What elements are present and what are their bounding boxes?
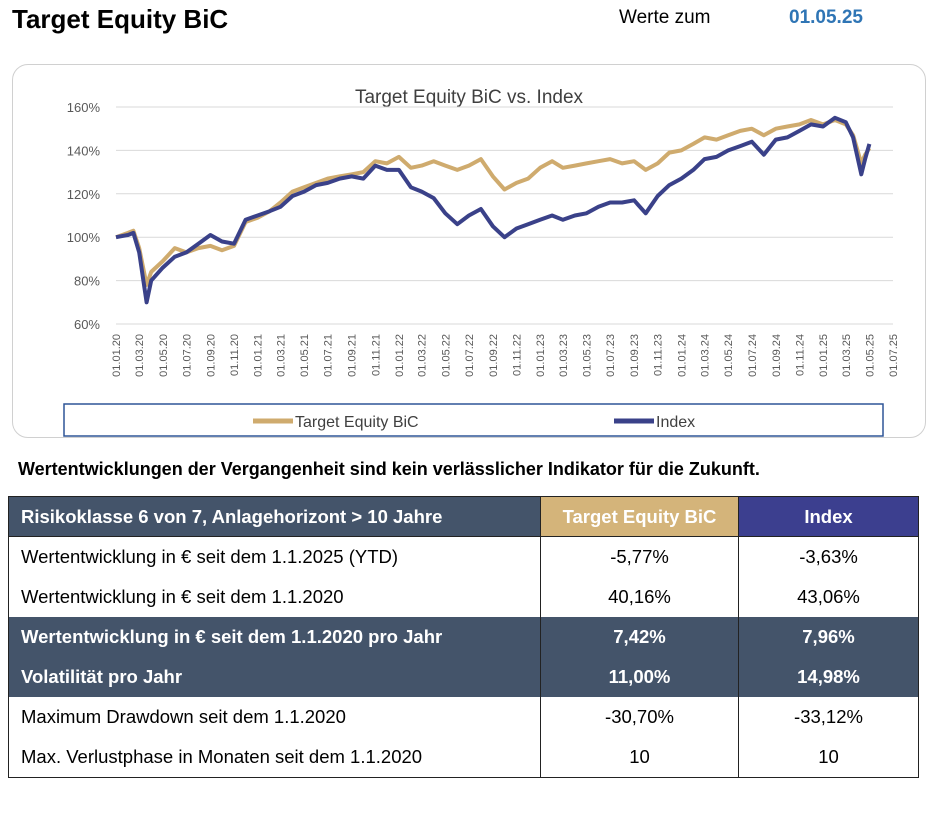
index-column-header: Index — [738, 496, 919, 537]
table-row: Maximum Drawdown seit dem 1.1.2020 -30,7… — [8, 697, 919, 737]
table-row: Max. Verlustphase in Monaten seit dem 1.… — [8, 737, 919, 778]
disclaimer: Wertentwicklungen der Vergangenheit sind… — [18, 459, 760, 479]
x-tick-label: 01.01.22 — [394, 334, 406, 377]
row-label: Maximum Drawdown seit dem 1.1.2020 — [8, 697, 541, 737]
fund-value: 11,00% — [540, 657, 739, 697]
values-as-of-date: 01.05.25 — [789, 7, 863, 28]
page-title: Target Equity BiC — [12, 4, 229, 34]
x-tick-label: 01.07.23 — [605, 334, 617, 377]
table-row: Wertentwicklung in € seit dem 1.1.2020 4… — [8, 577, 919, 617]
row-label: Max. Verlustphase in Monaten seit dem 1.… — [8, 737, 541, 778]
x-tick-label: 01.07.25 — [888, 334, 900, 377]
y-tick-label: 60% — [74, 317, 100, 332]
row-label: Wertentwicklung in € seit dem 1.1.2020 p… — [8, 617, 541, 657]
performance-table: Risikoklasse 6 von 7, Anlagehorizont > 1… — [8, 496, 919, 778]
x-tick-label: 01.03.21 — [275, 334, 287, 377]
legend-index-label: Index — [656, 414, 695, 431]
x-tick-label: 01.09.23 — [629, 334, 641, 377]
values-as-of-label: Werte zum — [619, 7, 711, 28]
x-tick-label: 01.11.21 — [370, 334, 382, 376]
y-tick-label: 100% — [67, 230, 101, 245]
x-tick-label: 01.09.20 — [205, 334, 217, 377]
table-row-highlight: Volatilität pro Jahr 11,00% 14,98% — [8, 657, 919, 697]
index-value: -3,63% — [738, 536, 919, 577]
x-tick-label: 01.03.22 — [417, 334, 429, 377]
x-tick-label: 01.05.23 — [582, 334, 594, 377]
x-tick-label: 01.07.21 — [323, 334, 335, 377]
chart-title: Target Equity BiC vs. Index — [355, 87, 584, 108]
index-series-line — [115, 115, 872, 305]
fund-value: -30,70% — [540, 697, 739, 737]
x-tick-label: 01.11.22 — [511, 334, 523, 376]
x-tick-label: 01.03.25 — [841, 334, 853, 377]
fund-series-line — [115, 118, 872, 287]
table-row: Wertentwicklung in € seit dem 1.1.2025 (… — [8, 536, 919, 577]
x-tick-label: 01.01.20 — [111, 334, 123, 377]
row-label: Volatilität pro Jahr — [8, 657, 541, 697]
line-chart: Target Equity BiC vs. Index 60% 80% 100% 120… — [63, 87, 900, 437]
x-tick-label: 01.11.20 — [229, 334, 241, 376]
x-tick-label: 01.05.24 — [723, 334, 735, 377]
x-tick-label: 01.03.24 — [700, 334, 712, 377]
index-value: 7,96% — [738, 617, 919, 657]
x-tick-label: 01.11.24 — [794, 334, 806, 376]
x-tick-label: 01.09.21 — [347, 334, 359, 377]
y-tick-label: 140% — [67, 143, 101, 158]
risk-class-header: Risikoklasse 6 von 7, Anlagehorizont > 1… — [8, 496, 541, 537]
y-tick-label: 80% — [74, 274, 100, 289]
table-header-row: Risikoklasse 6 von 7, Anlagehorizont > 1… — [8, 496, 919, 537]
fund-column-header: Target Equity BiC — [540, 496, 739, 537]
index-value: 10 — [738, 737, 919, 778]
legend-box — [63, 403, 884, 437]
x-tick-label: 01.03.23 — [558, 334, 570, 377]
x-tick-label: 01.07.22 — [464, 334, 476, 377]
x-tick-label: 01.05.25 — [864, 334, 876, 377]
x-tick-label: 01.03.20 — [134, 334, 146, 377]
row-label: Wertentwicklung in € seit dem 1.1.2020 — [8, 577, 541, 617]
fund-value: -5,77% — [540, 536, 739, 577]
index-value: -33,12% — [738, 697, 919, 737]
chart-container: Target Equity BiC vs. Index 60% 80% 100% 120… — [12, 64, 926, 438]
x-tick-label: 01.05.20 — [158, 334, 170, 377]
fund-value: 40,16% — [540, 577, 739, 617]
row-label: Wertentwicklung in € seit dem 1.1.2025 (… — [8, 536, 541, 577]
x-tick-label: 01.11.23 — [653, 334, 665, 376]
x-tick-label: 01.09.24 — [771, 334, 783, 377]
fund-value: 10 — [540, 737, 739, 778]
legend-fund-label: Target Equity BiC — [295, 414, 419, 431]
y-tick-label: 160% — [67, 100, 101, 115]
x-tick-label: 01.07.24 — [747, 334, 759, 377]
x-tick-label: 01.01.24 — [676, 334, 688, 377]
fund-value: 7,42% — [540, 617, 739, 657]
x-tick-label: 01.01.21 — [253, 334, 265, 377]
x-tick-label: 01.01.23 — [535, 334, 547, 377]
x-tick-label: 01.05.22 — [440, 334, 452, 377]
chart-legend: Target Equity BiC Index — [63, 403, 884, 437]
x-tick-label: 01.05.21 — [299, 334, 311, 377]
x-tick-label: 01.07.20 — [181, 334, 193, 377]
table-row-highlight: Wertentwicklung in € seit dem 1.1.2020 p… — [8, 617, 919, 657]
index-value: 43,06% — [738, 577, 919, 617]
x-tick-label: 01.09.22 — [488, 334, 500, 377]
index-value: 14,98% — [738, 657, 919, 697]
x-tick-label: 01.01.25 — [818, 334, 830, 377]
y-tick-label: 120% — [67, 187, 101, 202]
